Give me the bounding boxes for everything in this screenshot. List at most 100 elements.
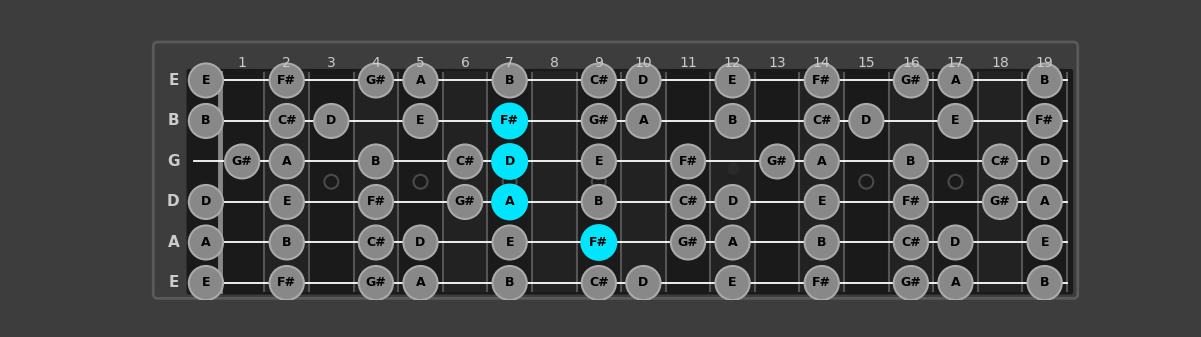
Circle shape <box>448 145 483 179</box>
Text: E: E <box>728 74 737 87</box>
Circle shape <box>492 145 527 179</box>
Bar <box>532 71 576 292</box>
Circle shape <box>359 63 393 97</box>
Text: B: B <box>907 155 915 168</box>
Bar <box>1022 71 1066 292</box>
Circle shape <box>938 266 973 300</box>
Circle shape <box>189 63 223 97</box>
Text: G#: G# <box>990 195 1010 209</box>
Text: B: B <box>371 155 381 168</box>
Text: C#: C# <box>455 155 474 168</box>
Circle shape <box>894 225 928 259</box>
Circle shape <box>716 266 749 300</box>
Text: C#: C# <box>991 155 1010 168</box>
Text: B: B <box>728 115 737 127</box>
Circle shape <box>805 266 838 300</box>
Text: G: G <box>167 154 180 169</box>
Text: G#: G# <box>901 74 921 87</box>
Text: F#: F# <box>500 115 519 127</box>
Text: D: D <box>201 195 211 209</box>
Text: G#: G# <box>365 276 387 289</box>
Circle shape <box>492 266 527 300</box>
Text: C#: C# <box>277 115 297 127</box>
Circle shape <box>938 63 973 97</box>
Circle shape <box>1028 185 1062 219</box>
Text: B: B <box>817 236 826 249</box>
Text: 5: 5 <box>416 56 425 70</box>
Circle shape <box>894 145 928 179</box>
Circle shape <box>1028 266 1062 300</box>
Text: F#: F# <box>679 155 698 168</box>
Bar <box>220 71 264 292</box>
FancyBboxPatch shape <box>186 69 1074 295</box>
Text: C#: C# <box>901 236 921 249</box>
Text: E: E <box>506 236 514 249</box>
Circle shape <box>270 145 304 179</box>
Text: G#: G# <box>766 155 788 168</box>
Circle shape <box>671 145 705 179</box>
Circle shape <box>189 185 223 219</box>
Circle shape <box>760 145 794 179</box>
Text: F#: F# <box>277 74 297 87</box>
Circle shape <box>894 266 928 300</box>
Text: D: D <box>327 115 336 127</box>
FancyBboxPatch shape <box>154 42 1077 298</box>
Circle shape <box>894 63 928 97</box>
Text: D: D <box>950 236 961 249</box>
Circle shape <box>404 63 437 97</box>
Text: G#: G# <box>677 236 698 249</box>
Circle shape <box>581 185 616 219</box>
Text: D: D <box>861 115 872 127</box>
Bar <box>800 71 844 292</box>
Circle shape <box>270 266 304 300</box>
Circle shape <box>270 185 304 219</box>
Circle shape <box>1028 104 1062 138</box>
Text: E: E <box>282 195 291 209</box>
Text: E: E <box>168 73 179 88</box>
Text: C#: C# <box>588 74 609 87</box>
Text: A: A <box>201 236 210 249</box>
Text: D: D <box>728 195 737 209</box>
Bar <box>889 71 933 292</box>
Circle shape <box>359 266 393 300</box>
Text: D: D <box>638 276 649 289</box>
Text: F#: F# <box>590 236 609 249</box>
Text: 18: 18 <box>991 56 1009 70</box>
Circle shape <box>671 185 705 219</box>
Text: B: B <box>504 276 514 289</box>
Text: A: A <box>951 74 961 87</box>
Bar <box>844 71 889 292</box>
Circle shape <box>849 104 884 138</box>
Text: B: B <box>1040 276 1050 289</box>
Bar <box>443 71 488 292</box>
Circle shape <box>581 104 616 138</box>
Circle shape <box>270 104 304 138</box>
Text: F#: F# <box>812 74 831 87</box>
Text: D: D <box>638 74 649 87</box>
Text: C#: C# <box>366 236 386 249</box>
Text: B: B <box>504 74 514 87</box>
Circle shape <box>1028 225 1062 259</box>
Text: G#: G# <box>232 155 252 168</box>
Circle shape <box>359 145 393 179</box>
Text: D: D <box>1040 155 1050 168</box>
Text: D: D <box>416 236 425 249</box>
Bar <box>488 71 532 292</box>
Circle shape <box>492 185 527 219</box>
Circle shape <box>581 63 616 97</box>
Text: B: B <box>282 236 292 249</box>
Text: A: A <box>951 276 961 289</box>
Bar <box>933 71 978 292</box>
Bar <box>399 71 443 292</box>
Circle shape <box>1028 63 1062 97</box>
Text: F#: F# <box>812 276 831 289</box>
Text: F#: F# <box>1035 115 1054 127</box>
Bar <box>353 71 399 292</box>
Circle shape <box>626 63 661 97</box>
Circle shape <box>805 104 838 138</box>
Text: 19: 19 <box>1035 56 1053 70</box>
Text: A: A <box>817 155 826 168</box>
Bar <box>755 71 800 292</box>
Text: A: A <box>639 115 649 127</box>
Text: E: E <box>168 275 179 290</box>
